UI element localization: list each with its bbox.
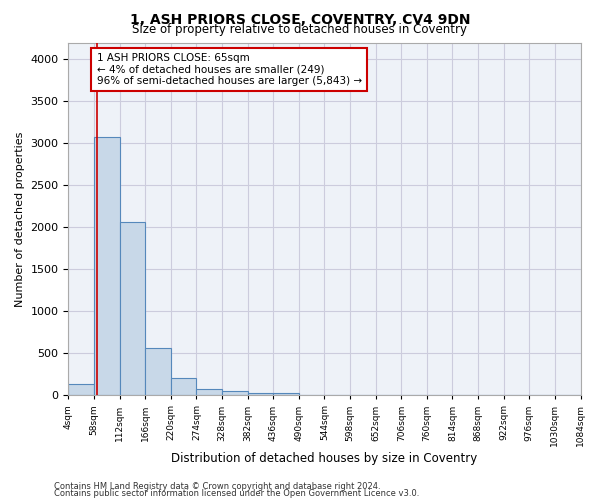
- Bar: [119, 222, 145, 396]
- Bar: [94, 136, 119, 396]
- Bar: [196, 388, 222, 396]
- X-axis label: Distribution of detached houses by size in Coventry: Distribution of detached houses by size …: [172, 452, 478, 465]
- Bar: [171, 378, 196, 396]
- Y-axis label: Number of detached properties: Number of detached properties: [15, 131, 25, 306]
- Bar: [222, 390, 248, 396]
- Text: 1, ASH PRIORS CLOSE, COVENTRY, CV4 9DN: 1, ASH PRIORS CLOSE, COVENTRY, CV4 9DN: [130, 12, 470, 26]
- Text: Contains HM Land Registry data © Crown copyright and database right 2024.: Contains HM Land Registry data © Crown c…: [54, 482, 380, 491]
- Text: Contains public sector information licensed under the Open Government Licence v3: Contains public sector information licen…: [54, 489, 419, 498]
- Text: Size of property relative to detached houses in Coventry: Size of property relative to detached ho…: [133, 22, 467, 36]
- Bar: [273, 393, 299, 396]
- Text: 1 ASH PRIORS CLOSE: 65sqm
← 4% of detached houses are smaller (249)
96% of semi-: 1 ASH PRIORS CLOSE: 65sqm ← 4% of detach…: [97, 53, 362, 86]
- Bar: [248, 393, 273, 396]
- Bar: [68, 384, 94, 396]
- Bar: [145, 348, 171, 396]
